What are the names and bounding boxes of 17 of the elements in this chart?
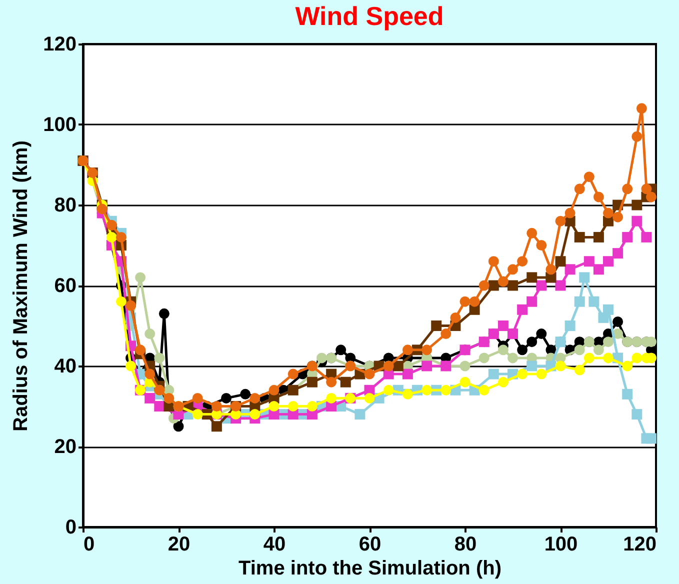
x-tick-label: 0 — [84, 534, 95, 556]
chart-title: Wind Speed — [295, 1, 444, 31]
y-tick-label: 80 — [54, 194, 76, 216]
x-tick-label: 20 — [168, 534, 190, 556]
x-tick-label: 80 — [454, 534, 477, 556]
x-axis-title: Time into the Simulation (h) — [238, 558, 502, 580]
x-tick-label: 100 — [544, 534, 578, 556]
y-tick-label: 20 — [54, 436, 76, 458]
x-tick-label: 60 — [358, 534, 382, 556]
y-tick-label: 60 — [54, 275, 76, 297]
y-tick-label: 100 — [43, 114, 76, 136]
x-tick-label: 40 — [263, 534, 286, 556]
y-axis-title: Radius of Maximum Wind (km) — [10, 140, 32, 432]
x-tick-label: 120 — [623, 534, 656, 556]
y-tick-label: 120 — [43, 34, 76, 56]
y-tick-label: 40 — [54, 356, 76, 378]
y-tick-label: 0 — [65, 516, 76, 538]
